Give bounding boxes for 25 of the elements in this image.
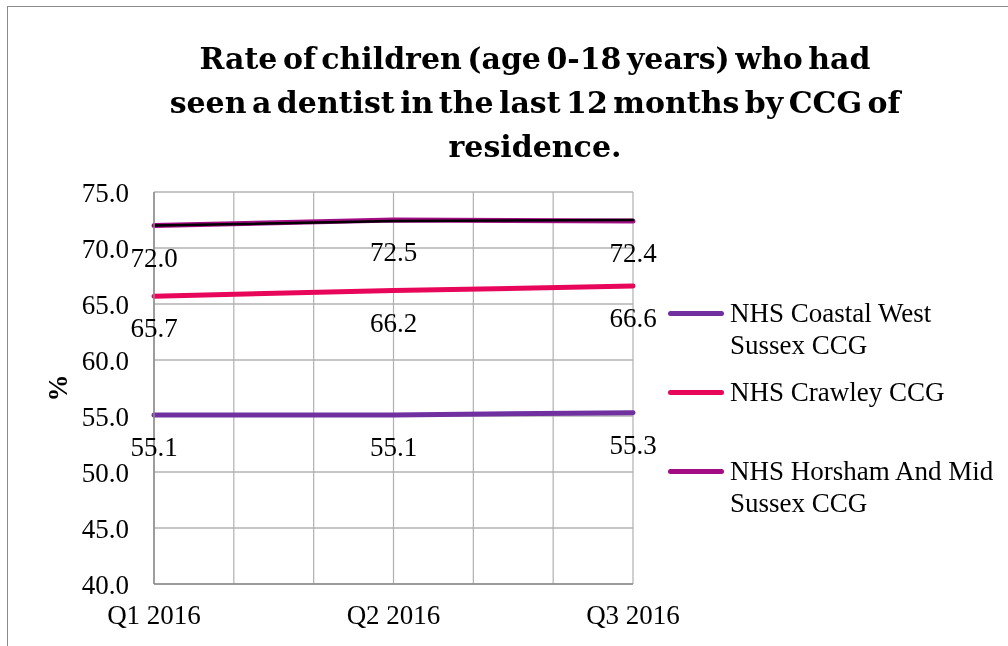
legend-label: NHS Horsham And Mid Sussex CCG [730,455,995,519]
legend-label: NHS Coastal West Sussex CCG [730,297,933,361]
legend-label: NHS Crawley CCG [730,376,946,408]
data-label: 72.0 [130,242,178,273]
y-tick-label: 60.0 [81,345,129,376]
y-tick-label: 55.0 [81,401,129,432]
y-tick-label: 65.0 [81,289,129,320]
x-tick-label: Q3 2016 [586,600,680,631]
data-label: 55.3 [609,429,657,460]
data-label: 72.4 [609,238,658,269]
y-tick-label: 75.0 [81,177,129,208]
y-tick-label: 40.0 [81,569,129,600]
data-label: 65.7 [130,313,178,344]
chart-title: Rate of children (age 0-18 years) who had seen a dentist in the last 12 months by CCG of residence. [168,40,903,166]
x-tick-label: Q1 2016 [107,600,201,631]
x-tick-label: Q2 2016 [346,600,441,631]
y-tick-label: 50.0 [81,457,129,488]
data-label: 55.1 [130,431,178,462]
y-tick-label: 70.0 [81,233,129,264]
data-label: 55.1 [369,431,418,462]
y-tick-label: 45.0 [81,513,129,544]
y-axis-title: % [43,374,73,402]
data-label: 66.2 [369,307,418,338]
data-label: 66.6 [609,303,657,334]
data-label: 72.5 [369,237,418,267]
